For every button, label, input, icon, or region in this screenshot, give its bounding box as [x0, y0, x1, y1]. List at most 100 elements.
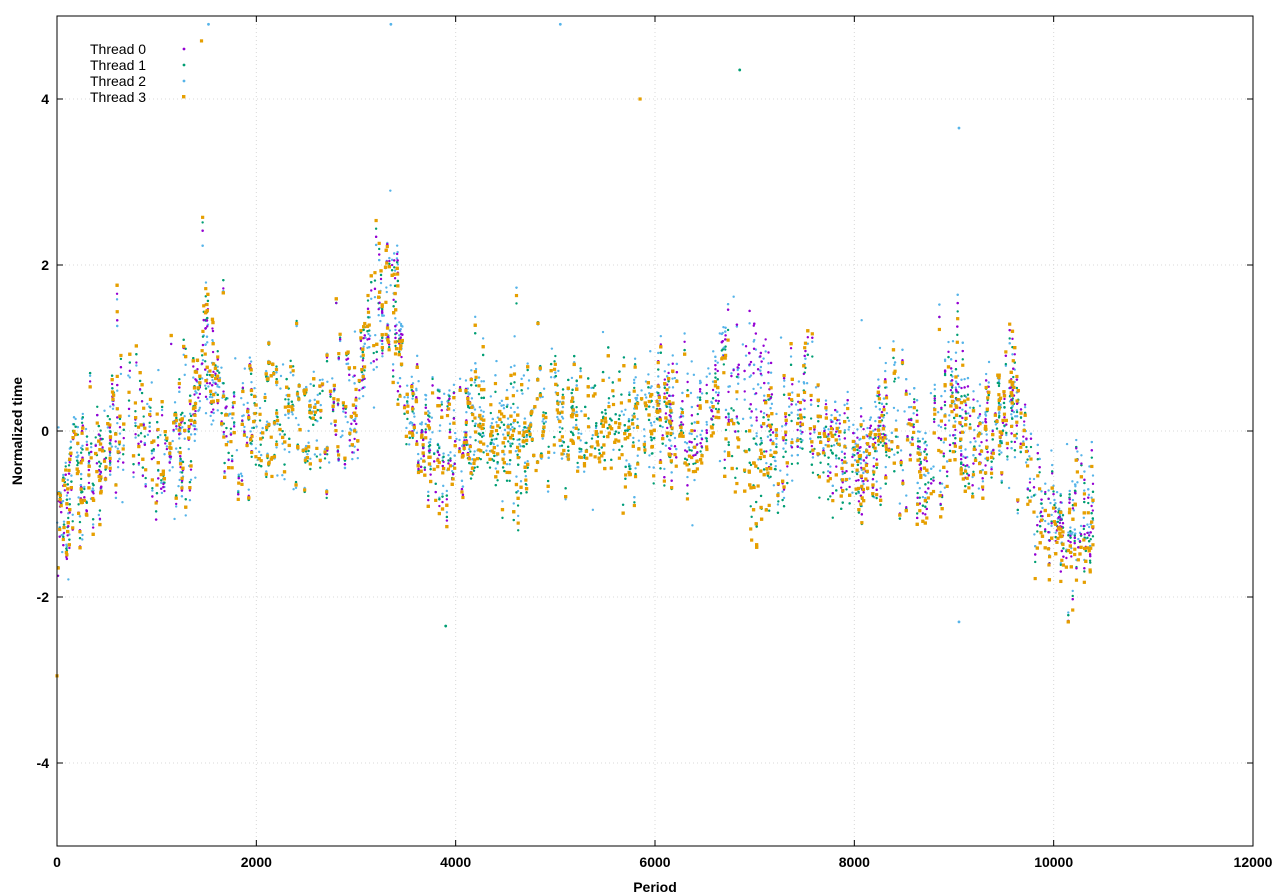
- data-point: [554, 354, 557, 358]
- data-point: [91, 487, 94, 490]
- data-point: [949, 388, 953, 392]
- data-point: [108, 473, 112, 476]
- data-point: [74, 417, 77, 421]
- data-point: [893, 361, 897, 364]
- data-point: [505, 405, 509, 408]
- data-point: [882, 424, 885, 427]
- data-point: [541, 395, 544, 399]
- data-point: [1087, 525, 1091, 529]
- data-point: [657, 351, 660, 355]
- data-point: [1071, 498, 1075, 502]
- data-point: [661, 442, 664, 445]
- data-point: [398, 329, 401, 332]
- data-point: [378, 247, 381, 251]
- data-point: [995, 427, 999, 430]
- data-point: [283, 463, 286, 466]
- data-point: [628, 391, 631, 394]
- data-point: [445, 494, 449, 497]
- data-point: [443, 392, 446, 396]
- data-point: [116, 466, 120, 469]
- data-point: [969, 441, 972, 444]
- data-point: [137, 461, 141, 465]
- data-point: [811, 340, 814, 343]
- data-point: [315, 455, 319, 458]
- data-point: [841, 481, 844, 484]
- data-point: [618, 370, 621, 373]
- data-point: [990, 466, 993, 469]
- data-point: [663, 378, 667, 381]
- data-point: [763, 450, 766, 453]
- data-point: [806, 353, 810, 356]
- data-point: [163, 489, 166, 493]
- data-point: [77, 461, 80, 465]
- data-point: [710, 400, 713, 404]
- data-point: [87, 459, 91, 463]
- data-point: [939, 490, 942, 494]
- data-point: [388, 256, 391, 260]
- data-point: [835, 465, 838, 468]
- data-point: [283, 478, 286, 481]
- data-point: [824, 403, 828, 406]
- data-point: [977, 487, 981, 490]
- data-point: [1028, 489, 1032, 492]
- data-point: [438, 429, 441, 433]
- data-point: [495, 437, 498, 441]
- data-point: [1013, 353, 1016, 356]
- data-point: [381, 342, 384, 346]
- data-point: [663, 370, 667, 373]
- data-point: [1028, 455, 1031, 458]
- data-point: [776, 511, 780, 514]
- data-point: [714, 355, 717, 359]
- data-point: [806, 342, 810, 345]
- data-point: [398, 350, 401, 354]
- data-point: [558, 444, 562, 448]
- data-point: [79, 483, 83, 487]
- data-point: [790, 462, 794, 466]
- data-point: [790, 411, 793, 414]
- data-point: [843, 431, 846, 434]
- data-point: [496, 444, 499, 447]
- data-point: [455, 437, 458, 441]
- data-point: [893, 377, 897, 381]
- data-point: [884, 361, 887, 365]
- data-point: [406, 417, 409, 421]
- data-point: [855, 492, 858, 495]
- data-point: [405, 443, 408, 446]
- data-point: [632, 441, 635, 444]
- data-point: [240, 396, 243, 400]
- data-point: [790, 438, 794, 441]
- data-point: [1091, 535, 1095, 538]
- data-point: [579, 439, 582, 442]
- data-point: [618, 448, 621, 452]
- data-point: [495, 421, 498, 424]
- data-point: [148, 421, 151, 425]
- data-point: [212, 408, 215, 411]
- data-point: [698, 396, 702, 399]
- data-point: [526, 387, 530, 390]
- data-point: [942, 441, 946, 444]
- data-point: [390, 258, 394, 262]
- data-point: [1086, 523, 1089, 526]
- data-point: [961, 425, 964, 428]
- data-point: [991, 429, 994, 433]
- data-point: [575, 384, 578, 387]
- data-point: [304, 450, 308, 453]
- data-point: [1061, 514, 1065, 517]
- data-point: [79, 451, 83, 454]
- data-point: [1022, 420, 1026, 423]
- data-point: [99, 429, 102, 432]
- data-point: [137, 453, 141, 457]
- data-point: [489, 442, 492, 446]
- data-point: [288, 437, 291, 441]
- data-point: [732, 368, 735, 372]
- data-point: [840, 507, 843, 511]
- data-point: [281, 363, 285, 366]
- data-point: [875, 466, 878, 470]
- data-point: [379, 319, 382, 323]
- data-point: [507, 440, 510, 443]
- data-point: [217, 385, 221, 389]
- data-point: [874, 405, 878, 408]
- data-point: [495, 359, 498, 363]
- data-point: [398, 376, 402, 380]
- data-point: [998, 453, 1001, 456]
